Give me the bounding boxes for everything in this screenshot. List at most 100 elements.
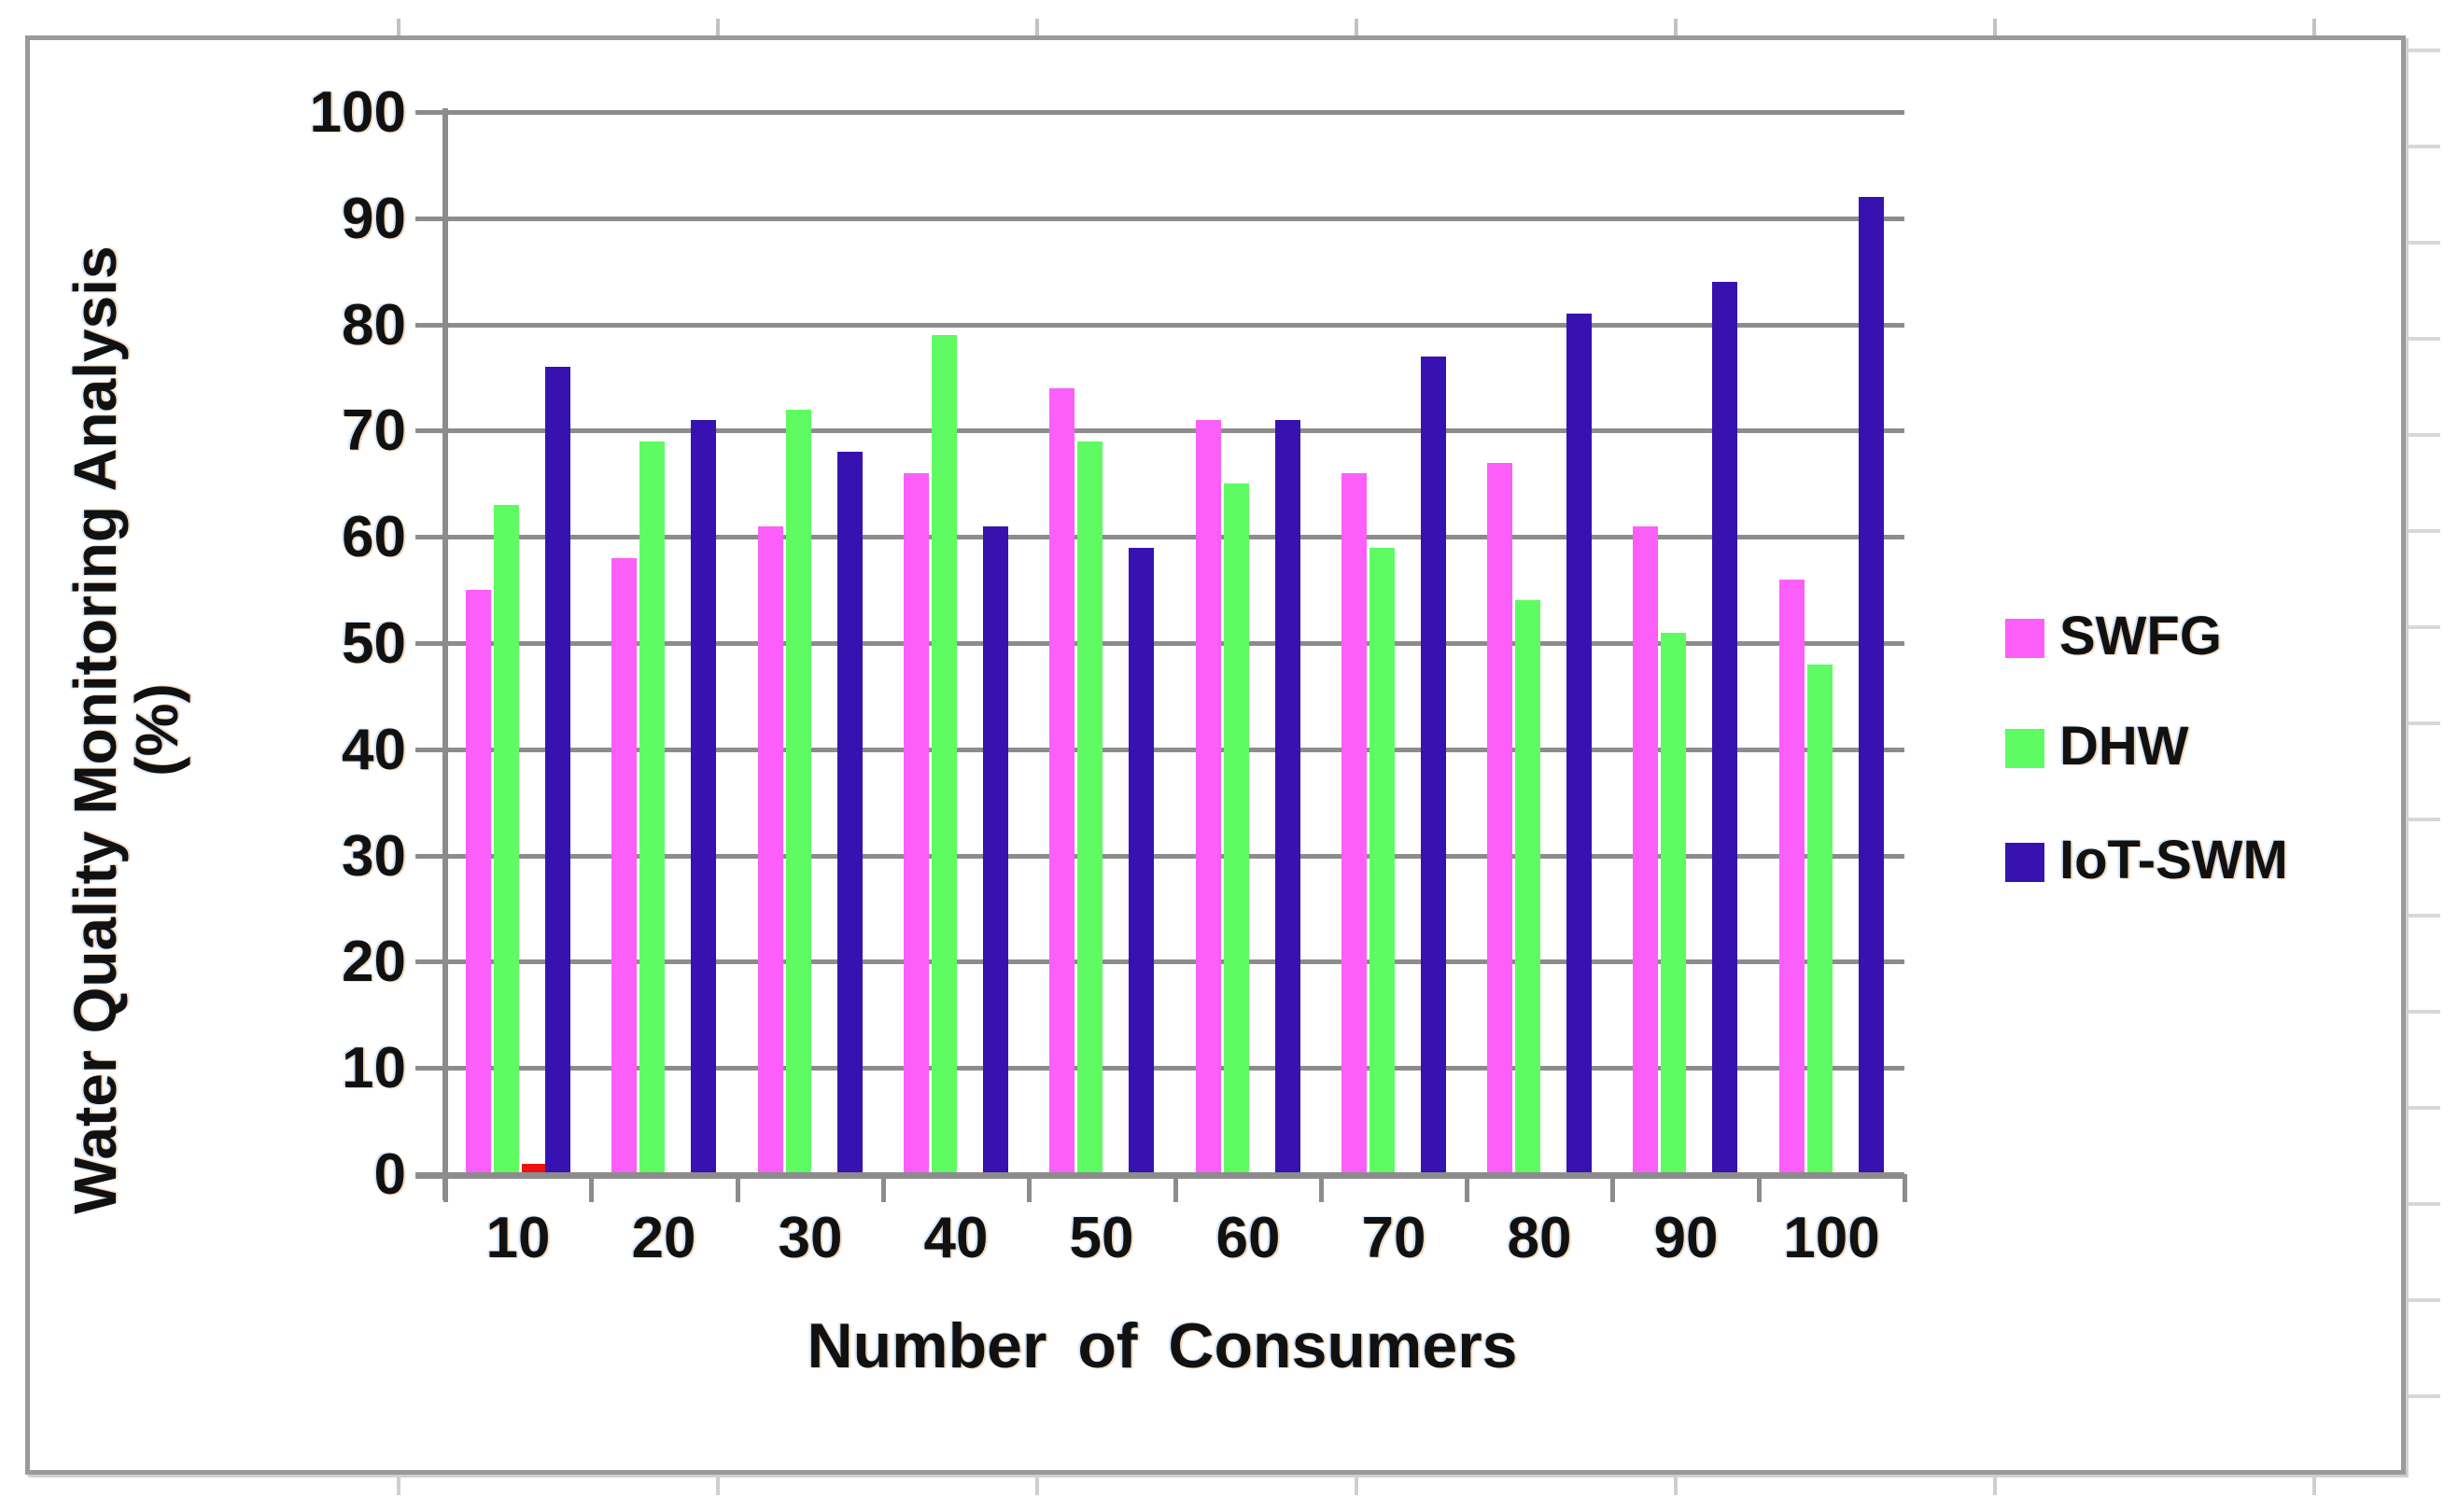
bottom-edge-tick-0 xyxy=(397,1477,400,1495)
bar-iot-swm-70 xyxy=(1421,357,1446,1174)
bar-dhw-30 xyxy=(786,410,811,1174)
bar-dhw-80 xyxy=(1515,600,1540,1174)
right-edge-tick-8 xyxy=(2409,818,2440,821)
y-tick-label-60: 60 xyxy=(342,505,406,570)
top-edge-tick-6 xyxy=(2312,19,2316,35)
y-tick-label-40: 40 xyxy=(342,717,406,782)
bar-iot-swm-90 xyxy=(1712,282,1737,1174)
bar-iot-swm-30 xyxy=(837,452,863,1174)
bar-dhw-50 xyxy=(1077,441,1103,1174)
y-tick-label-20: 20 xyxy=(342,930,406,995)
x-tick-label-40: 40 xyxy=(923,1206,989,1270)
bar-swfg-50 xyxy=(1049,388,1074,1174)
bar-iot-swm-20 xyxy=(691,420,716,1174)
bar-swfg-60 xyxy=(1196,420,1221,1174)
bottom-edge-tick-2 xyxy=(1035,1477,1039,1495)
bottom-edge-tick-4 xyxy=(1674,1477,1678,1495)
right-edge-tick-1 xyxy=(2409,145,2440,148)
x-tick-label-70: 70 xyxy=(1361,1206,1426,1270)
right-edge-tick-9 xyxy=(2409,914,2440,917)
top-edge-tick-2 xyxy=(1035,19,1039,35)
top-edge-tick-5 xyxy=(1993,19,1997,35)
bar-swfg-40 xyxy=(904,473,929,1174)
x-tick-label-60: 60 xyxy=(1215,1206,1281,1270)
gridline-90 xyxy=(415,216,1904,221)
gridline-80 xyxy=(415,322,1904,328)
x-axis-tick-0 xyxy=(443,1174,448,1202)
y-tick-label-10: 10 xyxy=(342,1036,406,1101)
bar-iot-swm-60 xyxy=(1275,420,1300,1174)
y-tick-label-90: 90 xyxy=(342,186,406,251)
gridline-30 xyxy=(415,853,1904,859)
x-axis-tick-4 xyxy=(1027,1174,1032,1202)
x-axis-tick-3 xyxy=(881,1174,886,1202)
bar-dhw-20 xyxy=(639,441,665,1174)
right-edge-tick-5 xyxy=(2409,529,2440,533)
bar-iot-swm-50 xyxy=(1129,548,1154,1174)
x-axis-tick-9 xyxy=(1757,1174,1762,1202)
gridline-60 xyxy=(415,535,1904,540)
legend-swatch-dhw xyxy=(2005,729,2044,768)
right-edge-tick-6 xyxy=(2409,625,2440,629)
bar-swfg-100 xyxy=(1779,580,1805,1174)
bar-dhw-60 xyxy=(1224,483,1249,1174)
gridline-100 xyxy=(415,110,1904,115)
bar-dhw-10 xyxy=(494,505,519,1174)
right-edge-tick-2 xyxy=(2409,241,2440,245)
gridline-70 xyxy=(415,428,1904,434)
gridline-10 xyxy=(415,1066,1904,1071)
legend-swatch-iot-swm xyxy=(2005,843,2044,882)
right-edge-tick-13 xyxy=(2409,1298,2440,1302)
right-edge-tick-14 xyxy=(2409,1394,2440,1398)
bar-swfg-30 xyxy=(758,526,783,1174)
legend-swatch-swfg xyxy=(2005,619,2044,658)
x-axis-tick-1 xyxy=(589,1174,594,1202)
bar-iot-swm-10 xyxy=(545,367,570,1174)
y-tick-label-80: 80 xyxy=(342,292,406,357)
bar-dhw-70 xyxy=(1369,548,1395,1174)
x-tick-label-10: 10 xyxy=(485,1206,551,1270)
gridline-20 xyxy=(415,959,1904,965)
y-axis-title: Water Quality Monitoring Analysis (%) xyxy=(62,95,204,1365)
right-edge-tick-3 xyxy=(2409,337,2440,341)
right-edge-tick-0 xyxy=(2409,49,2440,52)
x-axis-tick-8 xyxy=(1610,1174,1615,1202)
top-edge-tick-0 xyxy=(397,19,400,35)
y-tick-label-70: 70 xyxy=(342,399,406,464)
bottom-edge-tick-5 xyxy=(1993,1477,1997,1495)
x-tick-label-30: 30 xyxy=(778,1206,843,1270)
top-edge-tick-1 xyxy=(716,19,720,35)
y-tick-label-100: 100 xyxy=(309,80,406,145)
x-tick-label-100: 100 xyxy=(1783,1206,1880,1270)
bar-red-10 xyxy=(522,1164,547,1174)
bar-iot-swm-100 xyxy=(1859,197,1884,1174)
legend-label-dhw: DHW xyxy=(2059,716,2189,777)
x-axis-tick-6 xyxy=(1319,1174,1324,1202)
y-axis-spine xyxy=(442,108,448,1200)
y-tick-label-30: 30 xyxy=(342,823,406,889)
y-axis-title-text: Water Quality Monitoring Analysis xyxy=(62,245,129,1214)
gridline-50 xyxy=(415,641,1904,646)
bar-dhw-100 xyxy=(1807,665,1833,1174)
bar-swfg-70 xyxy=(1341,473,1367,1174)
x-tick-label-90: 90 xyxy=(1653,1206,1719,1270)
x-tick-label-80: 80 xyxy=(1507,1206,1572,1270)
bar-swfg-80 xyxy=(1487,463,1512,1174)
right-edge-tick-12 xyxy=(2409,1202,2440,1206)
bar-swfg-20 xyxy=(611,558,637,1174)
x-tick-label-50: 50 xyxy=(1069,1206,1134,1270)
x-axis-tick-5 xyxy=(1173,1174,1178,1202)
right-edge-tick-10 xyxy=(2409,1010,2440,1014)
y-tick-label-50: 50 xyxy=(342,611,406,676)
bar-swfg-90 xyxy=(1633,526,1658,1174)
x-axis-tick-2 xyxy=(736,1174,740,1202)
gridline-40 xyxy=(415,747,1904,752)
x-axis-tick-10 xyxy=(1903,1174,1907,1202)
x-axis-title: Number of Consumers xyxy=(807,1310,1518,1381)
bar-iot-swm-40 xyxy=(983,526,1008,1174)
bar-swfg-10 xyxy=(466,590,491,1174)
legend-label-iot-swm: IoT-SWM xyxy=(2059,830,2288,890)
y-axis-title-unit: (%) xyxy=(123,683,190,777)
top-edge-tick-3 xyxy=(1355,19,1358,35)
